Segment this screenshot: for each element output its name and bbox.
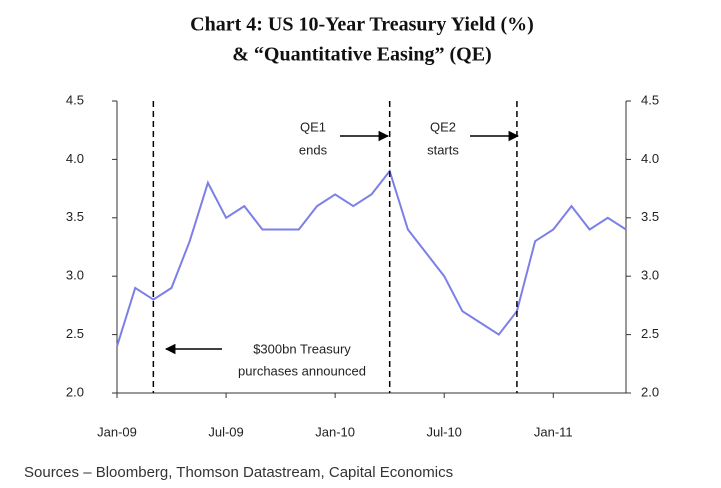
y-tick-label: 3.0	[66, 268, 84, 283]
y2-tick-label: 3.0	[641, 268, 659, 283]
y-tick-label: 3.5	[66, 209, 84, 224]
x-tick-label: Jan-10	[315, 424, 355, 439]
source-note: Sources – Bloomberg, Thomson Datastream,…	[24, 464, 453, 481]
event-label: QE1	[300, 119, 326, 134]
chart-title: Chart 4: US 10-Year Treasury Yield (%)	[190, 14, 534, 36]
y2-tick-label: 4.5	[641, 92, 659, 107]
event-label: ends	[299, 142, 328, 157]
chart-subtitle: & “Quantitative Easing” (QE)	[232, 44, 491, 66]
y-tick-label: 4.5	[66, 92, 84, 107]
y-tick-label: 2.5	[66, 326, 84, 341]
x-tick-label: Jan-09	[97, 424, 137, 439]
y-tick-label: 4.0	[66, 151, 84, 166]
x-tick-label: Jul-09	[208, 424, 243, 439]
x-tick-label: Jan-11	[534, 424, 573, 439]
y2-tick-label: 3.5	[641, 209, 659, 224]
event-label: starts	[427, 142, 459, 157]
event-label: QE2	[430, 119, 456, 134]
y2-tick-label: 4.0	[641, 151, 659, 166]
y-tick-label: 2.0	[66, 384, 84, 399]
y2-tick-label: 2.5	[641, 326, 659, 341]
y2-tick-label: 2.0	[641, 384, 659, 399]
yield-line	[116, 168, 627, 347]
event-label: $300bn Treasury	[253, 341, 351, 356]
event-label: purchases announced	[238, 363, 366, 378]
x-tick-label: Jul-10	[427, 424, 462, 439]
